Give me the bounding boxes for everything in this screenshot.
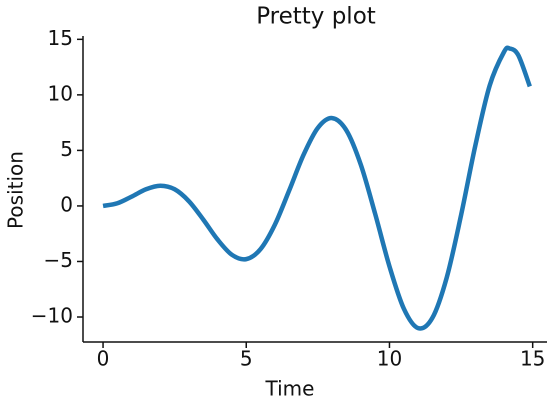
x-tick-label: 15 [520, 347, 545, 371]
line [102, 45, 532, 331]
y-tick-label: 15 [48, 26, 73, 50]
y-axis-label: Position [4, 151, 28, 229]
y-tick-label: −10 [31, 304, 73, 328]
y-tick-label: 5 [60, 137, 73, 161]
x-tick-label: 5 [240, 347, 253, 371]
y-tick-label: 10 [48, 81, 73, 105]
y-tick-label: −5 [44, 248, 73, 272]
x-tick-label: 10 [377, 347, 402, 371]
x-tick-label: 0 [97, 347, 110, 371]
y-tick-label: 0 [60, 192, 73, 216]
x-axis-label: Time [265, 377, 315, 401]
chart-title: Pretty plot [256, 4, 376, 30]
